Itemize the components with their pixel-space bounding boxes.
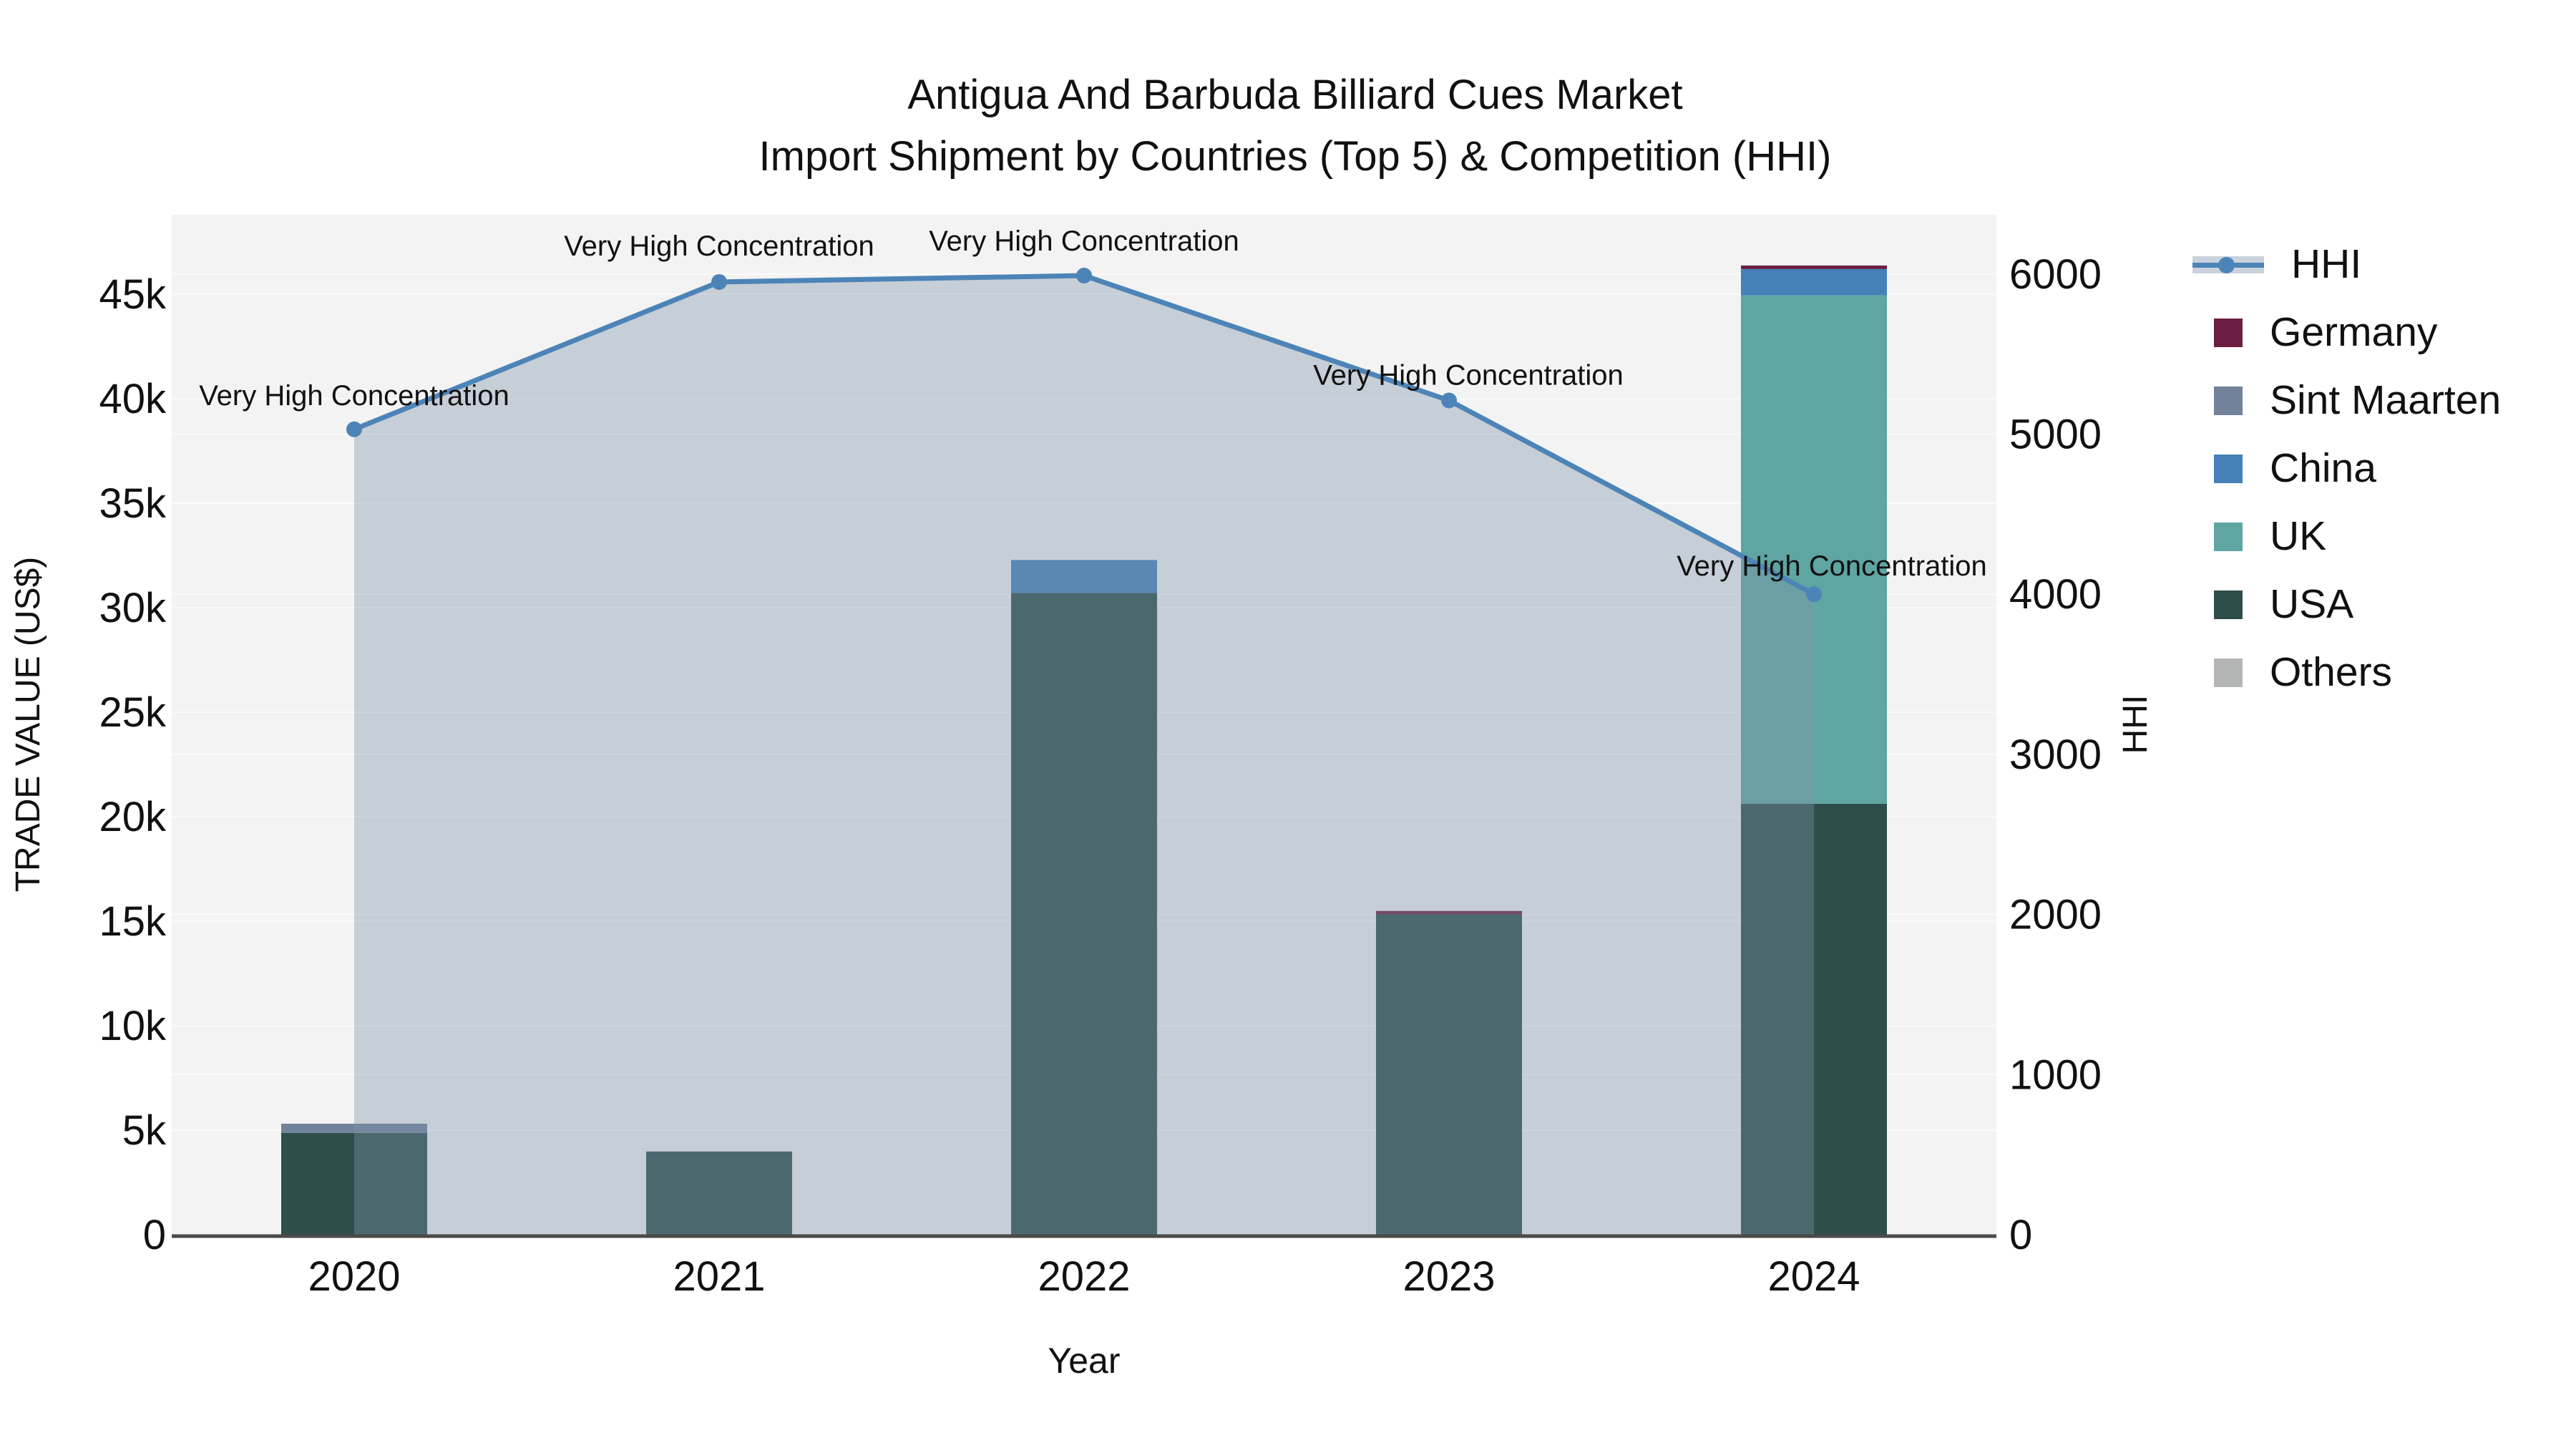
y-right-tick-5000: 5000 xyxy=(2009,411,2102,457)
hhi-marker-2021[interactable] xyxy=(711,273,727,290)
legend-item-usa[interactable]: USA xyxy=(2192,570,2501,638)
legend-swatch-icon xyxy=(2214,386,2243,415)
chart-title-line1: Antigua And Barbuda Billiard Cues Market xyxy=(907,72,1682,118)
legend-item-germany[interactable]: Germany xyxy=(2192,298,2501,366)
hhi-markers xyxy=(346,268,1822,603)
y-right-tick-2000: 2000 xyxy=(2009,892,2102,938)
annotation-2023: Very High Concentration xyxy=(1313,359,1624,391)
legend-item-hhi[interactable]: HHI xyxy=(2192,230,2501,298)
y-left-tick-20k: 20k xyxy=(99,794,167,840)
y-left-tick-45k: 45k xyxy=(99,271,167,318)
y-left-tick-40k: 40k xyxy=(99,376,167,422)
y-right-tick-0: 0 xyxy=(2009,1212,2032,1258)
y-right-tick-4000: 4000 xyxy=(2009,571,2102,618)
x-tick-2024: 2024 xyxy=(1767,1253,1860,1300)
legend-item-label: USA xyxy=(2270,581,2354,627)
hhi-marker-2024[interactable] xyxy=(1806,586,1822,603)
annotation-2021: Very High Concentration xyxy=(564,230,874,262)
chart-title-line2: Import Shipment by Countries (Top 5) & C… xyxy=(759,133,1832,180)
hhi-marker-2020[interactable] xyxy=(346,421,362,437)
y-left-tick-25k: 25k xyxy=(99,689,167,736)
legend-item-label: Others xyxy=(2270,649,2393,695)
legend-swatch-icon xyxy=(2214,522,2243,551)
x-tick-2020: 2020 xyxy=(308,1253,400,1300)
hhi-area-fill xyxy=(354,276,1814,1235)
annotation-2022: Very High Concentration xyxy=(929,225,1239,257)
y-right-tick-3000: 3000 xyxy=(2009,732,2102,778)
legend: HHI Germany Sint Maarten China UK USA Others xyxy=(2192,230,2501,706)
x-axis-title: Year xyxy=(1048,1341,1120,1381)
legend-item-label: Sint Maarten xyxy=(2270,377,2502,423)
annotations: Very High Concentration Very High Concent… xyxy=(199,225,1987,582)
x-tick-2021: 2021 xyxy=(673,1253,765,1300)
bar-segment-usa-2020[interactable] xyxy=(281,1132,427,1235)
annotation-2020: Very High Concentration xyxy=(199,380,509,412)
y-left-tick-10k: 10k xyxy=(99,1003,167,1049)
bar-segment-germany-2023[interactable] xyxy=(1376,910,1522,915)
legend-swatch-icon xyxy=(2214,658,2243,687)
legend-line-sample-icon xyxy=(2192,256,2264,274)
legend-swatch-icon xyxy=(2214,590,2243,619)
y-right-tick-labels: 0 1000 2000 3000 4000 5000 6000 xyxy=(2009,251,2102,1258)
y-left-tick-15k: 15k xyxy=(99,898,167,945)
y-left-tick-5k: 5k xyxy=(122,1107,167,1154)
legend-item-china[interactable]: China xyxy=(2192,434,2501,502)
bar-segment-germany-2024[interactable] xyxy=(1741,265,1887,269)
x-tick-2022: 2022 xyxy=(1038,1253,1130,1300)
hhi-marker-2022[interactable] xyxy=(1076,268,1092,284)
y-right-tick-6000: 6000 xyxy=(2009,251,2102,298)
bar-segment-usa-2022[interactable] xyxy=(1011,593,1157,1235)
bar-segment-usa-2021[interactable] xyxy=(646,1151,792,1235)
y-right-tick-1000: 1000 xyxy=(2009,1051,2102,1098)
legend-swatch-icon xyxy=(2214,318,2243,347)
legend-item-sint-maarten[interactable]: Sint Maarten xyxy=(2192,366,2501,434)
legend-item-label: China xyxy=(2270,445,2376,491)
bar-segment-china-2022[interactable] xyxy=(1011,560,1157,593)
hhi-marker-2023[interactable] xyxy=(1441,392,1457,409)
annotation-2024: Very High Concentration xyxy=(1677,550,1987,582)
y-left-tick-35k: 35k xyxy=(99,480,167,527)
x-tick-2023: 2023 xyxy=(1402,1253,1495,1300)
legend-item-others[interactable]: Others xyxy=(2192,638,2501,706)
y-right-axis-title: HHI xyxy=(2117,695,2155,754)
y-left-tick-30k: 30k xyxy=(99,585,167,631)
legend-item-label: HHI xyxy=(2291,241,2362,287)
bar-segment-usa-2023[interactable] xyxy=(1376,914,1522,1235)
y-left-axis-title: TRADE VALUE (US$) xyxy=(9,557,47,893)
x-tick-labels: 2020 2021 2022 2023 2024 xyxy=(308,1253,1860,1300)
y-left-tick-labels: 0 5k 10k 15k 20k 25k 30k 35k 40k 45k xyxy=(99,271,167,1258)
bar-segment-china-2024[interactable] xyxy=(1741,268,1887,296)
bar-segment-usa-2024[interactable] xyxy=(1741,803,1887,1235)
legend-item-label: Germany xyxy=(2270,309,2438,355)
legend-item-uk[interactable]: UK xyxy=(2192,502,2501,570)
bar-segment-uk-2024[interactable] xyxy=(1741,295,1887,804)
y-left-tick-0: 0 xyxy=(143,1212,166,1258)
bar-segment-sint-maarten-2020[interactable] xyxy=(281,1123,427,1133)
legend-item-label: UK xyxy=(2270,513,2327,559)
bar-series-group xyxy=(281,265,1887,1235)
legend-swatch-icon xyxy=(2214,454,2243,483)
